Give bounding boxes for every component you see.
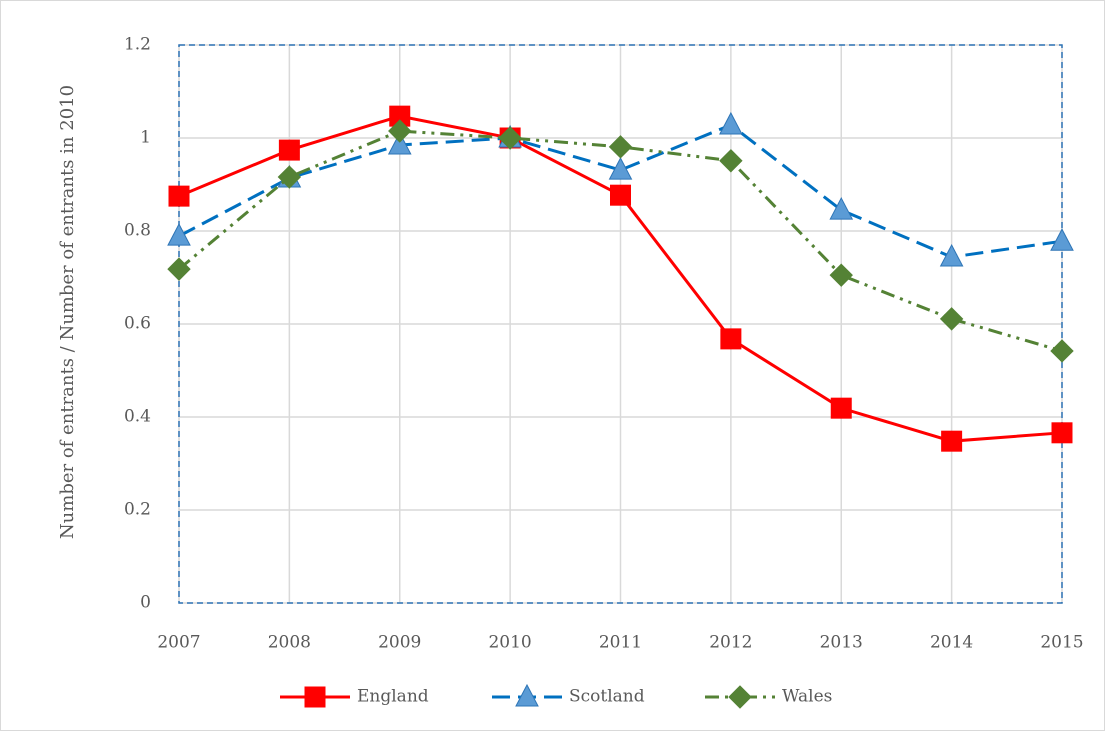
y-tick-label: 0.2: [124, 500, 151, 520]
marker: [304, 686, 326, 708]
series-line: [178, 123, 1063, 259]
marker: [720, 328, 742, 350]
y-tick-label: 0: [140, 593, 151, 613]
marker: [167, 223, 191, 246]
legend-marker: [304, 686, 326, 708]
marker: [829, 263, 853, 287]
legend-label: Scotland: [569, 687, 645, 707]
marker: [1051, 422, 1073, 444]
marker: [830, 397, 852, 419]
x-tick-label: 2007: [157, 633, 200, 653]
marker: [939, 243, 964, 267]
y-axis-label: Number of entrants / Number of entrants …: [57, 84, 78, 540]
x-tick-label: 2012: [709, 633, 752, 653]
y-tick-label: 1: [140, 128, 151, 148]
marker: [387, 131, 412, 155]
legend-marker: [515, 683, 539, 707]
x-tick-label: 2011: [599, 633, 642, 653]
x-tick-label: 2015: [1040, 633, 1083, 653]
marker: [719, 111, 743, 135]
y-tick-label: 1.2: [124, 35, 151, 55]
marker: [829, 196, 854, 220]
marker: [608, 135, 633, 159]
marker: [728, 685, 752, 709]
x-tick-label: 2013: [820, 633, 863, 653]
marker: [939, 307, 964, 331]
y-tick-label: 0.6: [124, 314, 151, 334]
y-tick-label: 0.8: [124, 221, 151, 241]
marker: [515, 683, 539, 707]
y-tick-label: 0.4: [124, 407, 151, 427]
marker: [1050, 228, 1074, 251]
marker: [277, 165, 302, 189]
marker: [167, 257, 191, 281]
marker: [168, 185, 190, 207]
marker: [1050, 339, 1074, 363]
marker: [941, 430, 963, 452]
x-tick-label: 2014: [930, 633, 973, 653]
legend-label: England: [357, 687, 429, 707]
legend-label: Wales: [782, 687, 832, 707]
marker: [610, 184, 631, 206]
x-tick-label: 2010: [488, 633, 531, 653]
x-tick-label: 2008: [268, 633, 311, 653]
marker: [719, 149, 743, 173]
plot-border: [178, 44, 1063, 604]
marker: [278, 139, 300, 161]
legend-marker: [728, 685, 752, 709]
x-tick-label: 2009: [378, 633, 421, 653]
marker: [498, 126, 522, 150]
series-line: [178, 129, 1063, 353]
marker: [388, 119, 412, 143]
marker: [608, 157, 633, 180]
